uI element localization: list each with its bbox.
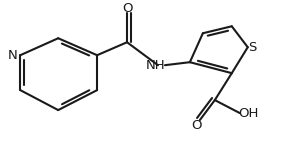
Text: N: N [7, 49, 17, 62]
Text: OH: OH [239, 106, 259, 120]
Text: O: O [191, 119, 202, 131]
Text: NH: NH [146, 59, 166, 72]
Text: O: O [122, 2, 132, 15]
Text: S: S [248, 41, 257, 54]
